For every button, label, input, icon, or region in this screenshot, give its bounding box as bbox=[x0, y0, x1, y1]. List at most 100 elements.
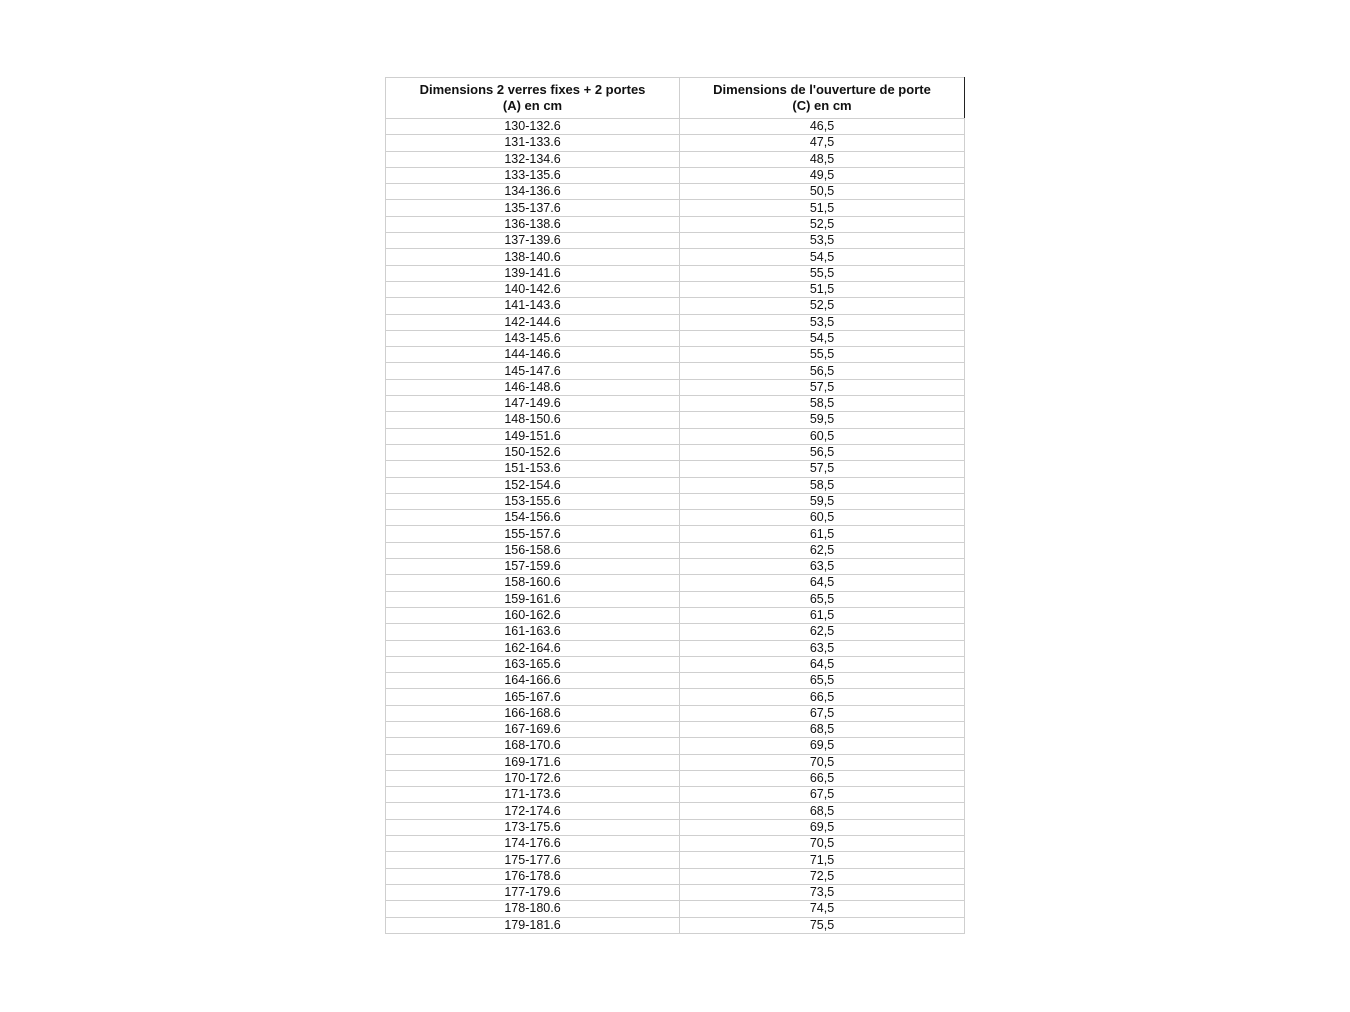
dimension-range-cell: 171-173.6 bbox=[385, 786, 680, 804]
door-opening-cell: 63,5 bbox=[679, 639, 965, 657]
dimension-range-cell: 140-142.6 bbox=[385, 280, 680, 299]
dimension-range-cell: 138-140.6 bbox=[385, 248, 680, 266]
dimension-range-cell: 151-153.6 bbox=[385, 460, 680, 478]
table-row: 139-141.6 55,5 bbox=[385, 264, 965, 282]
table-row: 150-152.6 56,5 bbox=[385, 443, 965, 462]
dimension-range-cell: 170-172.6 bbox=[385, 769, 680, 788]
table-row: 145-147.6 56,5 bbox=[385, 362, 965, 380]
table-row: 157-159.6 63,5 bbox=[385, 558, 965, 576]
door-opening-cell: 62,5 bbox=[679, 623, 965, 641]
table-row: 136-138.6 52,5 bbox=[385, 215, 965, 234]
header-line: (A) en cm bbox=[502, 98, 563, 113]
table-row: 158-160.6 64,5 bbox=[385, 574, 965, 592]
door-opening-cell: 69,5 bbox=[679, 818, 965, 837]
table-row: 162-164.6 63,5 bbox=[385, 639, 965, 657]
dimension-range-cell: 137-139.6 bbox=[385, 232, 680, 250]
table-row: 153-155.6 59,5 bbox=[385, 492, 965, 511]
door-opening-cell: 52,5 bbox=[679, 215, 965, 234]
door-opening-cell: 60,5 bbox=[679, 509, 965, 527]
header-total-dimensions: Dimensions 2 verres fixes + 2 portes (A)… bbox=[385, 77, 680, 119]
door-opening-cell: 57,5 bbox=[679, 460, 965, 478]
door-opening-cell: 49,5 bbox=[679, 166, 965, 185]
door-opening-cell: 53,5 bbox=[679, 313, 965, 331]
door-opening-cell: 58,5 bbox=[679, 395, 965, 413]
dimension-range-cell: 155-157.6 bbox=[385, 525, 680, 543]
dimension-range-cell: 134-136.6 bbox=[385, 183, 680, 201]
table-row: 155-157.6 61,5 bbox=[385, 525, 965, 543]
dimension-range-cell: 131-133.6 bbox=[385, 134, 680, 152]
dimension-range-cell: 141-143.6 bbox=[385, 297, 680, 315]
dimension-range-cell: 168-170.6 bbox=[385, 737, 680, 755]
dimension-range-cell: 164-166.6 bbox=[385, 672, 680, 690]
dimension-range-cell: 130-132.6 bbox=[385, 117, 680, 136]
dimension-range-cell: 156-158.6 bbox=[385, 541, 680, 560]
table-row: 170-172.6 66,5 bbox=[385, 769, 965, 788]
door-opening-cell: 67,5 bbox=[679, 704, 965, 722]
header-door-opening: Dimensions de l'ouverture de porte (C) e… bbox=[679, 77, 965, 119]
table-row: 179-181.6 75,5 bbox=[385, 916, 965, 934]
table-row: 143-145.6 54,5 bbox=[385, 329, 965, 348]
table-row: 169-171.6 70,5 bbox=[385, 753, 965, 771]
table-row: 131-133.6 47,5 bbox=[385, 134, 965, 152]
door-opening-cell: 72,5 bbox=[679, 867, 965, 885]
dimension-range-cell: 148-150.6 bbox=[385, 411, 680, 429]
door-opening-cell: 59,5 bbox=[679, 492, 965, 511]
table-row: 144-146.6 55,5 bbox=[385, 346, 965, 364]
table-row: 147-149.6 58,5 bbox=[385, 395, 965, 413]
dimension-range-cell: 149-151.6 bbox=[385, 427, 680, 445]
door-opening-cell: 68,5 bbox=[679, 720, 965, 739]
table-row: 152-154.6 58,5 bbox=[385, 476, 965, 494]
table-row: 160-162.6 61,5 bbox=[385, 606, 965, 625]
dimension-range-cell: 157-159.6 bbox=[385, 558, 680, 576]
table-row: 165-167.6 66,5 bbox=[385, 688, 965, 706]
table-row: 134-136.6 50,5 bbox=[385, 183, 965, 201]
dimension-range-cell: 145-147.6 bbox=[385, 362, 680, 380]
dimension-range-cell: 176-178.6 bbox=[385, 867, 680, 885]
door-opening-cell: 61,5 bbox=[679, 525, 965, 543]
door-opening-cell: 56,5 bbox=[679, 443, 965, 462]
door-opening-cell: 55,5 bbox=[679, 346, 965, 364]
dimension-range-cell: 161-163.6 bbox=[385, 623, 680, 641]
dimension-range-cell: 135-137.6 bbox=[385, 199, 680, 217]
table-row: 175-177.6 71,5 bbox=[385, 851, 965, 869]
table-row: 178-180.6 74,5 bbox=[385, 900, 965, 918]
door-opening-cell: 74,5 bbox=[679, 900, 965, 918]
dimension-range-cell: 159-161.6 bbox=[385, 590, 680, 608]
door-opening-cell: 59,5 bbox=[679, 411, 965, 429]
dimension-range-cell: 178-180.6 bbox=[385, 900, 680, 918]
door-opening-cell: 60,5 bbox=[679, 427, 965, 445]
door-opening-cell: 63,5 bbox=[679, 558, 965, 576]
door-opening-cell: 62,5 bbox=[679, 541, 965, 560]
dimension-range-cell: 143-145.6 bbox=[385, 329, 680, 348]
dimension-range-cell: 172-174.6 bbox=[385, 802, 680, 820]
table-row: 132-134.6 48,5 bbox=[385, 150, 965, 168]
table-row: 148-150.6 59,5 bbox=[385, 411, 965, 429]
table-row: 154-156.6 60,5 bbox=[385, 509, 965, 527]
dimension-range-cell: 179-181.6 bbox=[385, 916, 680, 934]
door-opening-cell: 70,5 bbox=[679, 753, 965, 771]
table-row: 159-161.6 65,5 bbox=[385, 590, 965, 608]
table-row: 168-170.6 69,5 bbox=[385, 737, 965, 755]
dimension-range-cell: 153-155.6 bbox=[385, 492, 680, 511]
dimension-range-cell: 142-144.6 bbox=[385, 313, 680, 331]
door-opening-cell: 66,5 bbox=[679, 769, 965, 788]
dimension-range-cell: 175-177.6 bbox=[385, 851, 680, 869]
dimension-range-cell: 154-156.6 bbox=[385, 509, 680, 527]
door-opening-cell: 52,5 bbox=[679, 297, 965, 315]
door-opening-cell: 53,5 bbox=[679, 232, 965, 250]
table-row: 135-137.6 51,5 bbox=[385, 199, 965, 217]
door-opening-cell: 75,5 bbox=[679, 916, 965, 934]
door-opening-cell: 51,5 bbox=[679, 199, 965, 217]
dimension-range-cell: 144-146.6 bbox=[385, 346, 680, 364]
table-row: 176-178.6 72,5 bbox=[385, 867, 965, 885]
door-opening-cell: 73,5 bbox=[679, 883, 965, 902]
dimension-range-cell: 165-167.6 bbox=[385, 688, 680, 706]
door-opening-cell: 47,5 bbox=[679, 134, 965, 152]
dimension-range-cell: 173-175.6 bbox=[385, 818, 680, 837]
table-row: 142-144.6 53,5 bbox=[385, 313, 965, 331]
table-row: 161-163.6 62,5 bbox=[385, 623, 965, 641]
table-row: 164-166.6 65,5 bbox=[385, 672, 965, 690]
header-line: Dimensions 2 verres fixes + 2 portes bbox=[419, 82, 646, 97]
table-row: 166-168.6 67,5 bbox=[385, 704, 965, 722]
table-row: 177-179.6 73,5 bbox=[385, 883, 965, 902]
